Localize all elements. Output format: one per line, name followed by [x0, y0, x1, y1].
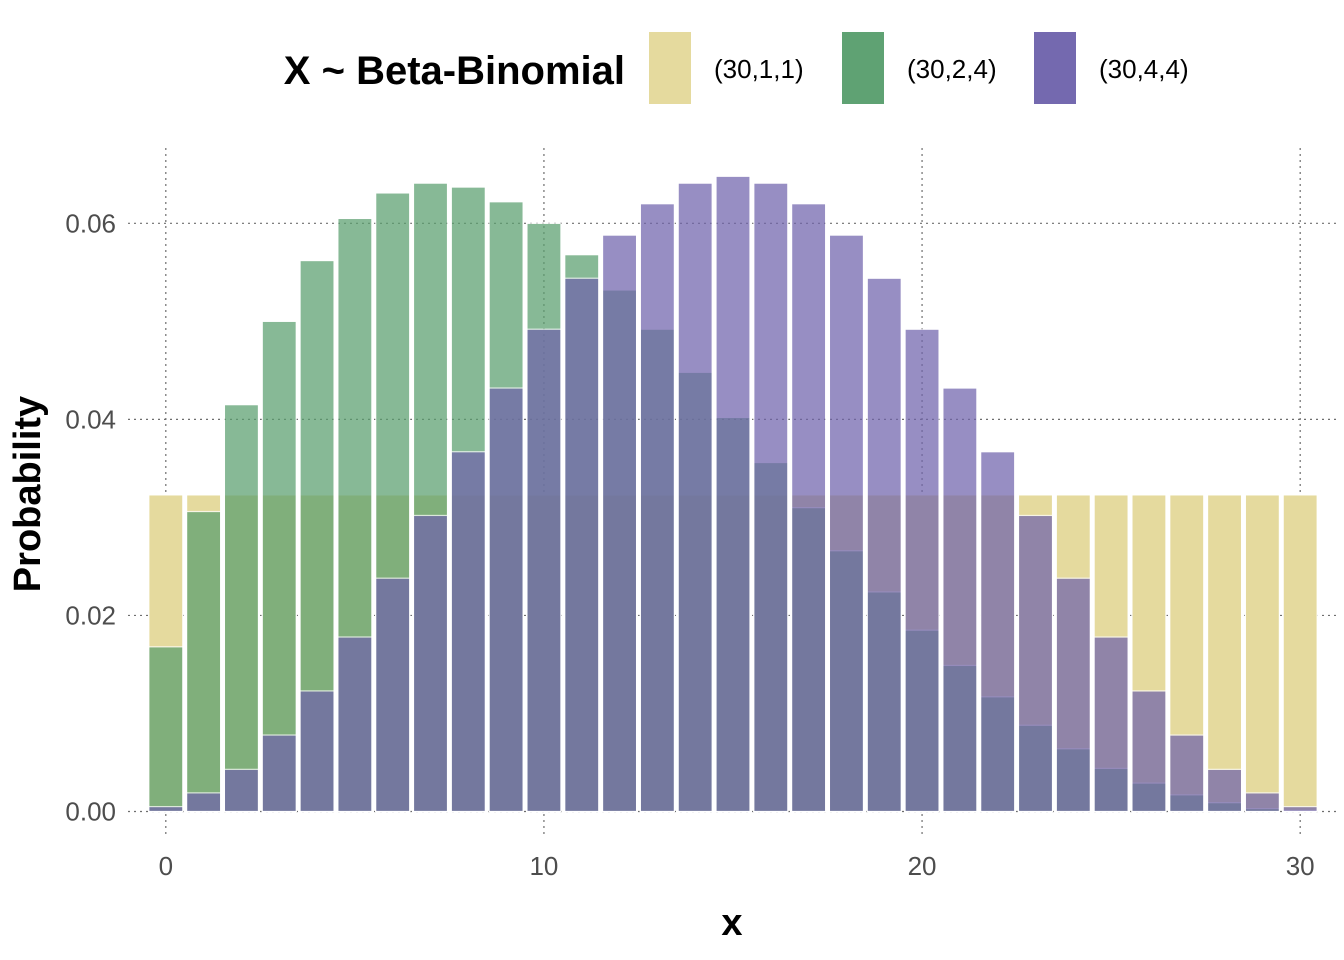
legend-label: (30,2,4): [907, 54, 997, 84]
bar: [866, 277, 902, 813]
bar: [1169, 734, 1205, 813]
legend-swatch: [1034, 32, 1076, 104]
bars: [148, 175, 1318, 813]
bar: [450, 451, 486, 813]
bar: [1055, 577, 1091, 813]
bar: [1206, 768, 1243, 813]
bar: [261, 320, 297, 813]
y-tick-label: 0.06: [65, 208, 116, 238]
bar: [375, 577, 411, 813]
bar: [791, 203, 827, 813]
bar: [337, 636, 373, 813]
bar: [1093, 636, 1129, 813]
bar: [904, 328, 940, 813]
bar: [223, 404, 260, 813]
series-3-bars: [148, 175, 1318, 813]
x-tick-label: 20: [908, 851, 937, 881]
y-tick-label: 0.00: [65, 796, 116, 826]
legend: X ~ Beta-Binomial (30,1,1) (30,2,4) (30,4,…: [284, 32, 1189, 104]
bar: [715, 175, 751, 813]
bar: [261, 734, 297, 813]
bar: [299, 690, 335, 813]
y-tick-label: 0.04: [65, 404, 116, 434]
x-tick-label: 0: [159, 851, 173, 881]
bar: [677, 182, 713, 813]
bar: [942, 387, 978, 813]
bar: [1282, 805, 1318, 813]
bar: [186, 792, 222, 813]
x-axis-title: x: [721, 902, 742, 944]
bar: [1017, 514, 1054, 813]
x-axis-ticks: 0 10 20 30: [159, 851, 1315, 881]
bar: [148, 646, 184, 813]
bar: [412, 514, 449, 813]
y-axis-title: Probability: [7, 396, 49, 592]
bar: [980, 451, 1016, 813]
legend-swatch: [842, 32, 884, 104]
bar: [753, 182, 789, 813]
bar: [1282, 494, 1318, 813]
bar: [828, 234, 865, 813]
legend-title: X ~ Beta-Binomial: [284, 49, 625, 93]
legend-swatch: [649, 32, 691, 104]
bar: [564, 277, 600, 813]
bar: [1244, 792, 1280, 813]
x-tick-label: 30: [1286, 851, 1315, 881]
legend-label: (30,1,1): [714, 54, 804, 84]
bar: [488, 387, 524, 813]
bar: [1206, 494, 1243, 813]
y-tick-label: 0.02: [65, 600, 116, 630]
x-tick-label: 10: [529, 851, 558, 881]
bar: [601, 234, 638, 813]
bar: [1244, 494, 1280, 813]
y-axis-ticks: 0.00 0.02 0.04 0.06: [65, 208, 116, 826]
bar: [186, 510, 222, 813]
bar: [526, 328, 562, 813]
bar: [1131, 690, 1167, 813]
legend-keys: (30,1,1) (30,2,4) (30,4,4): [649, 32, 1189, 104]
bar: [639, 203, 675, 813]
bar: [148, 805, 184, 813]
legend-label: (30,4,4): [1099, 54, 1189, 84]
bar: [223, 768, 260, 813]
